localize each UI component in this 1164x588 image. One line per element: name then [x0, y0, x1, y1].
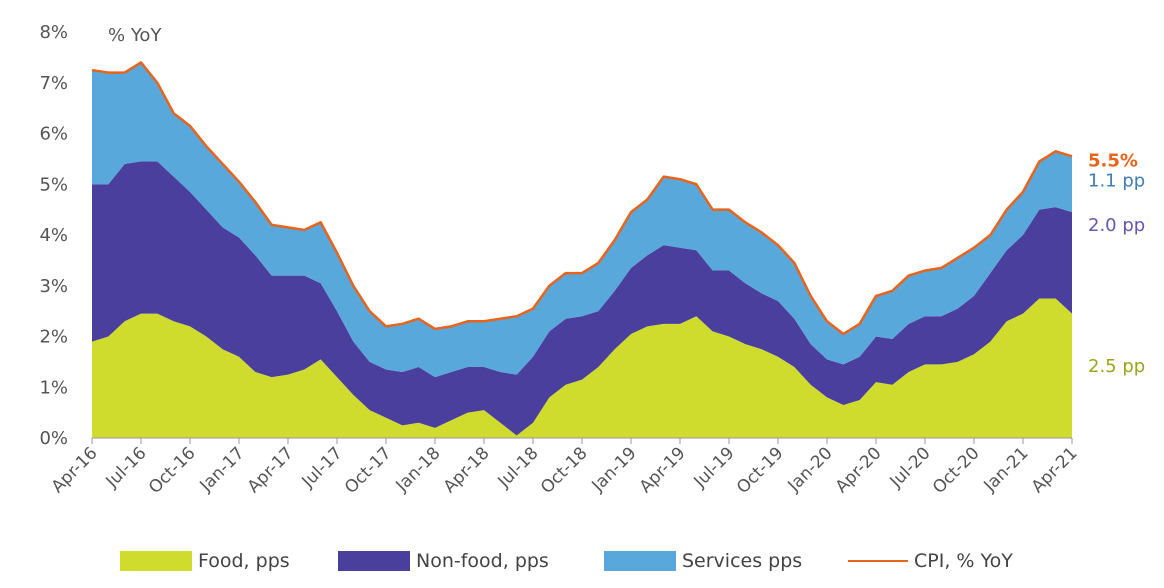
x-tick-label: Jan-21 [980, 443, 1033, 496]
x-tick-label: Oct-16 [145, 443, 200, 498]
x-tick-label: Jul-16 [102, 443, 151, 492]
x-tick-label: Oct-17 [341, 443, 396, 498]
cpi-line [91, 61, 1073, 336]
y-tick-label: 3% [39, 276, 68, 297]
x-tick-label: Apr-17 [244, 443, 298, 497]
plot-areas [91, 61, 1073, 438]
y-tick-label: 1% [39, 377, 68, 398]
end-label: 1.1 pp [1088, 170, 1145, 191]
area-series-2 [92, 62, 1072, 378]
legend-item-services: Services pps [604, 548, 802, 574]
end-label: 5.5% [1088, 150, 1138, 171]
y-tick-label: 8% [39, 22, 68, 43]
end-labels: 5.5%1.1 pp 2.0 pp 2.5 pp [1088, 150, 1145, 376]
legend-label-cpi: CPI, % YoY [914, 550, 1013, 572]
x-tick-label: Oct-18 [537, 443, 592, 498]
legend-swatch-food [120, 551, 192, 571]
legend-item-food: Food, pps [120, 548, 290, 574]
x-tick-label: Apr-16 [48, 443, 102, 497]
y-tick-label: 5% [39, 174, 68, 195]
legend-swatch-nonfood [338, 551, 410, 571]
legend-item-cpi: CPI, % YoY [848, 548, 1013, 574]
x-axis [91, 437, 1073, 444]
x-tick-label: Apr-20 [832, 443, 886, 497]
legend: Food, pps Non-food, pps Services pps CPI… [0, 540, 1164, 580]
x-tick-label: Apr-18 [440, 443, 494, 497]
legend-label-food: Food, pps [198, 550, 290, 572]
y-tick-label: 7% [39, 73, 68, 94]
x-tick-label: Jul-19 [690, 443, 739, 492]
y-tick-label: 2% [39, 327, 68, 348]
unit-label: % YoY [108, 25, 162, 46]
x-tick-label: Jan-20 [784, 443, 837, 496]
x-tick-label: Apr-21 [1028, 443, 1082, 497]
legend-label-nonfood: Non-food, pps [416, 550, 549, 572]
x-tick-label: Jan-19 [588, 443, 641, 496]
legend-label-services: Services pps [682, 550, 803, 572]
legend-swatch-cpi [848, 560, 908, 562]
area-series-1 [92, 161, 1072, 436]
end-label: 2.5 pp [1088, 356, 1145, 377]
stacked-area-chart: 0%1%2%3%4%5%6%7%8% Apr-16 Jul-16Oct-16Jan… [39, 22, 1145, 498]
legend-swatch-services [604, 551, 676, 571]
y-tick-label: 6% [39, 124, 68, 145]
x-tick-label: Jan-18 [392, 443, 445, 496]
y-tick-label: 0% [39, 428, 68, 449]
x-tick-label: Oct-19 [733, 443, 788, 498]
x-tick-label: Jul-20 [886, 443, 935, 492]
y-tick-label: 4% [39, 225, 68, 246]
end-label: 2.0 pp [1088, 215, 1145, 236]
x-tick-label: Oct-20 [929, 443, 984, 498]
x-tick-label: Jul-17 [298, 443, 347, 492]
x-tick-label: Jan-17 [196, 443, 249, 496]
x-tick-label: Apr-19 [636, 443, 690, 497]
x-tick-label: Jul-18 [494, 443, 543, 492]
area-series-0 [92, 298, 1072, 438]
legend-item-nonfood: Non-food, pps [338, 548, 549, 574]
y-axis: 0% 1% 2% 3% 4% 5% 6% 7% 8% [39, 22, 68, 449]
